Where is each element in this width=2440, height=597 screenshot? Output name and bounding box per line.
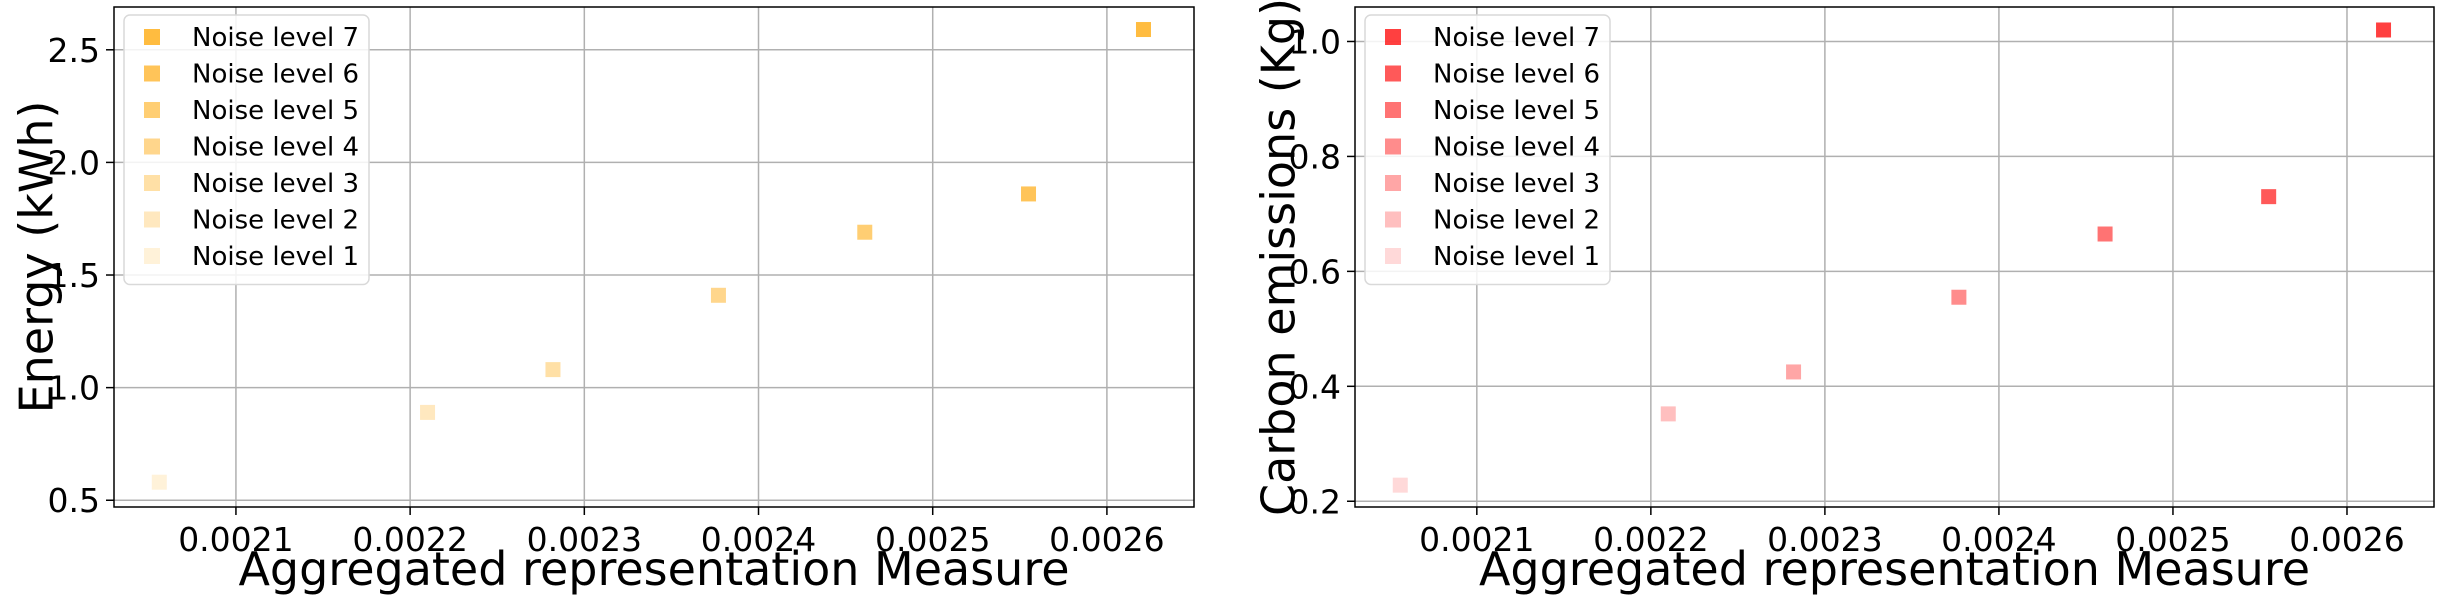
legend-label: Noise level 3 xyxy=(192,169,359,199)
x-tick-label: 0.0022 xyxy=(352,520,467,559)
x-tick-label: 0.0024 xyxy=(1941,520,2056,559)
legend-marker xyxy=(144,138,160,155)
legend-marker xyxy=(1385,211,1401,228)
legend-marker xyxy=(144,211,160,228)
y-tick-label: 0.5 xyxy=(48,481,100,520)
legend-label: Noise level 3 xyxy=(1433,169,1600,199)
data-point xyxy=(420,404,436,420)
y-axis-label: Carbon emissions (Kg) xyxy=(1252,0,1306,516)
x-tick-label: 0.0026 xyxy=(1049,520,1164,559)
x-axis-label: Aggregated representation Measure xyxy=(1479,542,2310,596)
legend-label: Noise level 6 xyxy=(1433,60,1600,90)
legend-marker xyxy=(1385,248,1401,264)
plot-frame xyxy=(1354,6,2435,508)
data-point xyxy=(151,474,167,490)
data-point xyxy=(1392,477,1408,493)
y-tick-label: 1.0 xyxy=(1289,22,1341,61)
legend-label: Noise level 7 xyxy=(1433,23,1600,53)
data-point xyxy=(2376,22,2392,38)
y-tick-label: 0.4 xyxy=(1289,367,1341,406)
legend-label: Noise level 4 xyxy=(192,133,359,163)
legend-label: Noise level 1 xyxy=(192,242,359,272)
legend-label: Noise level 7 xyxy=(192,23,359,53)
y-tick-label: 0.2 xyxy=(1289,482,1341,521)
data-point xyxy=(710,287,726,303)
x-tick-label: 0.0025 xyxy=(2115,520,2230,559)
x-tick-label: 0.0022 xyxy=(1593,520,1708,559)
x-axis-label: Aggregated representation Measure xyxy=(238,542,1069,596)
legend-label: Noise level 5 xyxy=(192,96,359,126)
data-point xyxy=(857,224,873,240)
x-tick-label: 0.0021 xyxy=(1419,520,1534,559)
chart-panel-2: 0.0021 0.0022 0.0023 0.0024 0.0025 0.0026 0.2 0… xyxy=(1252,0,2435,596)
data-point xyxy=(1660,406,1676,422)
y-tick-label: 2.5 xyxy=(48,31,100,70)
y-axis-label: Energy (kWh) xyxy=(10,101,64,414)
legend-label: Noise level 5 xyxy=(1433,96,1600,126)
data-point xyxy=(1021,186,1037,202)
x-tick-label: 0.0023 xyxy=(1767,520,1882,559)
legend-label: Noise level 4 xyxy=(1433,133,1600,163)
legend-marker xyxy=(1385,102,1401,118)
x-tick-label: 0.0023 xyxy=(527,520,642,559)
x-tick-label: 0.0025 xyxy=(875,520,990,559)
legend-marker xyxy=(1385,138,1401,155)
legend: Noise level 7 Noise level 6 Noise level 5 N… xyxy=(1364,14,1611,286)
data-point xyxy=(2261,189,2277,205)
legend-marker xyxy=(144,102,160,118)
legend-label: Noise level 1 xyxy=(1433,242,1600,272)
data-point xyxy=(2097,226,2113,242)
plot-frame xyxy=(113,6,1195,508)
data-point xyxy=(1786,364,1802,380)
y-tick-label: 2.0 xyxy=(48,143,100,182)
legend-marker xyxy=(1385,29,1401,45)
legend-marker xyxy=(1385,65,1401,82)
chart-panel-1: 0.0021 0.0022 0.0023 0.0024 0.0025 0.0026 0.5 1… xyxy=(10,6,1195,596)
x-tick-label: 0.0021 xyxy=(178,520,293,559)
legend-label: Noise level 2 xyxy=(192,206,359,236)
y-tick-label: 1.5 xyxy=(48,256,100,295)
legend-label: Noise level 2 xyxy=(1433,206,1600,236)
legend-label: Noise level 6 xyxy=(192,60,359,90)
legend-box xyxy=(1364,14,1611,286)
data-point xyxy=(1951,289,1967,305)
legend: Noise level 7 Noise level 6 Noise level 5 N… xyxy=(123,14,370,286)
data-point xyxy=(545,362,561,378)
legend-marker xyxy=(144,175,160,191)
legend-marker xyxy=(1385,175,1401,191)
y-tick-label: 1.0 xyxy=(48,369,100,408)
legend-marker xyxy=(144,248,160,264)
legend-marker xyxy=(144,65,160,82)
x-tick-label: 0.0024 xyxy=(701,520,816,559)
data-point xyxy=(1135,22,1151,38)
x-tick-label: 0.0026 xyxy=(2289,520,2404,559)
legend-marker xyxy=(144,29,160,45)
y-tick-label: 0.6 xyxy=(1289,252,1341,291)
legend-box xyxy=(123,14,370,286)
y-tick-label: 0.8 xyxy=(1289,137,1341,176)
